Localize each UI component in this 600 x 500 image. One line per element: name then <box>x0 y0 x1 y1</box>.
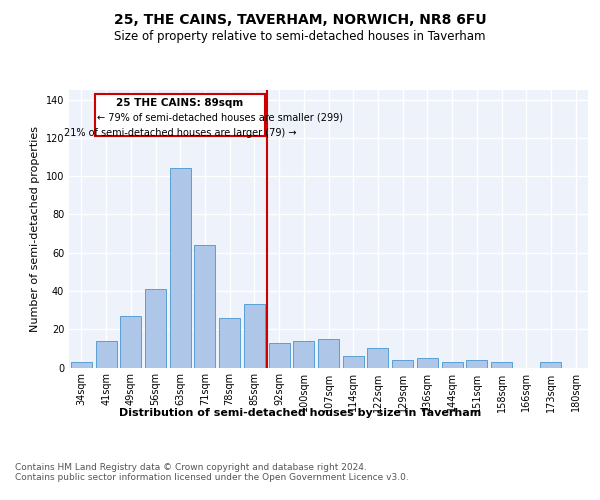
Bar <box>95 340 116 367</box>
Bar <box>318 339 339 368</box>
Y-axis label: Number of semi-detached properties: Number of semi-detached properties <box>30 126 40 332</box>
Bar <box>367 348 388 368</box>
Bar <box>194 245 215 368</box>
Bar <box>343 356 364 368</box>
Bar <box>293 340 314 367</box>
Text: Distribution of semi-detached houses by size in Taverham: Distribution of semi-detached houses by … <box>119 408 481 418</box>
Bar <box>417 358 438 368</box>
Text: 25, THE CAINS, TAVERHAM, NORWICH, NR8 6FU: 25, THE CAINS, TAVERHAM, NORWICH, NR8 6F… <box>113 12 487 26</box>
Bar <box>541 362 562 368</box>
Bar <box>491 362 512 368</box>
Bar <box>145 289 166 368</box>
Bar <box>244 304 265 368</box>
Bar <box>466 360 487 368</box>
Text: 25 THE CAINS: 89sqm: 25 THE CAINS: 89sqm <box>116 98 244 108</box>
Bar <box>219 318 240 368</box>
Bar <box>442 362 463 368</box>
Bar <box>71 362 92 368</box>
Bar <box>269 342 290 367</box>
Bar <box>170 168 191 368</box>
Text: 21% of semi-detached houses are larger (79) →: 21% of semi-detached houses are larger (… <box>64 128 296 138</box>
Text: Size of property relative to semi-detached houses in Taverham: Size of property relative to semi-detach… <box>114 30 486 43</box>
Bar <box>392 360 413 368</box>
FancyBboxPatch shape <box>95 94 265 136</box>
Bar <box>120 316 141 368</box>
Text: ← 79% of semi-detached houses are smaller (299): ← 79% of semi-detached houses are smalle… <box>97 113 343 123</box>
Text: Contains HM Land Registry data © Crown copyright and database right 2024.
Contai: Contains HM Land Registry data © Crown c… <box>15 462 409 482</box>
